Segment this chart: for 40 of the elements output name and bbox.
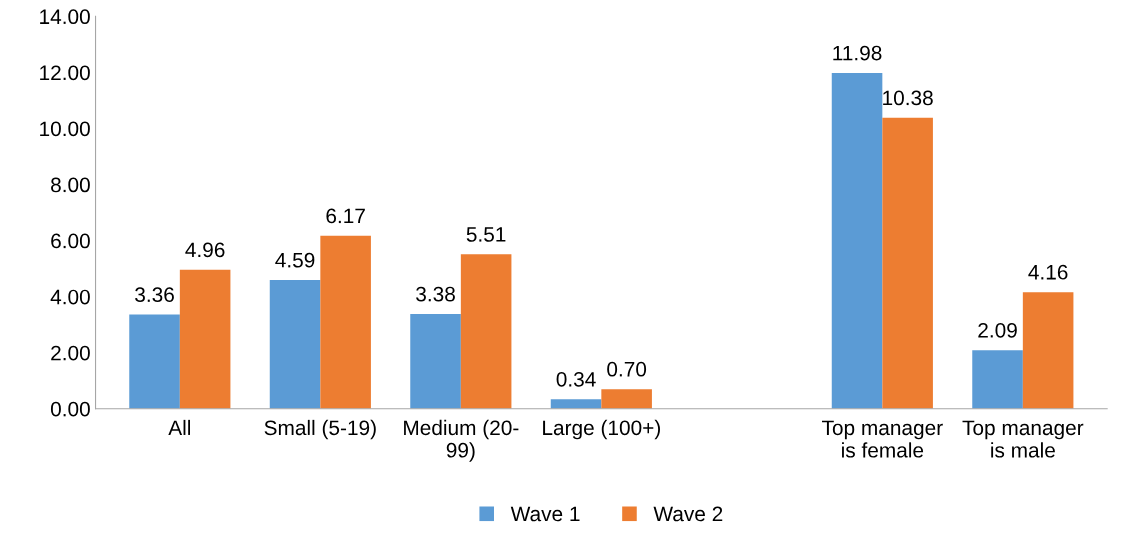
data-label: 3.38 [416, 286, 455, 302]
y-tick-label: 8.00 [51, 177, 90, 193]
data-label: 5.51 [466, 227, 506, 242]
bar [129, 314, 180, 409]
bar [882, 117, 933, 409]
bar [550, 399, 602, 409]
bar [1022, 292, 1074, 409]
y-tick-label: 10.00 [40, 121, 90, 137]
x-tick-label: Large (100+) [543, 419, 660, 440]
y-tick-label: 12.00 [40, 65, 90, 81]
data-label: 3.36 [135, 287, 174, 303]
bar [320, 235, 371, 409]
data-label: 0.34 [556, 371, 596, 387]
y-tick-label: 4.00 [50, 289, 90, 305]
data-label: 6.17 [326, 208, 365, 224]
bar [269, 280, 321, 409]
x-tick-label: Small (5-19) [264, 419, 376, 440]
data-label: 10.38 [883, 90, 933, 106]
y-tick-label: 0.00 [50, 401, 90, 417]
x-tick-label: All [168, 419, 191, 435]
x-tick-label: Top manager is female [822, 420, 943, 458]
data-label: 0.70 [607, 361, 647, 377]
y-tick-label: 6.00 [51, 233, 90, 249]
data-label: 4.16 [1028, 264, 1068, 280]
x-tick-label: Top manager is male [962, 420, 1084, 458]
x-tick-label: Medium (20-99) [404, 419, 519, 462]
y-tick-label: 14.00 [40, 9, 90, 25]
legend-label: Wave 1 [510, 506, 580, 522]
bar [831, 72, 883, 409]
data-label: 4.59 [275, 252, 315, 268]
bar [410, 314, 461, 409]
data-label: 4.96 [185, 242, 225, 258]
data-label: 2.09 [978, 322, 1017, 338]
bar [179, 269, 231, 409]
bar [601, 389, 652, 409]
data-label: 11.98 [833, 45, 882, 61]
bar [460, 254, 512, 409]
y-tick-label: 2.00 [51, 345, 90, 361]
legend-label: Wave 2 [653, 506, 723, 522]
bar [972, 350, 1023, 409]
